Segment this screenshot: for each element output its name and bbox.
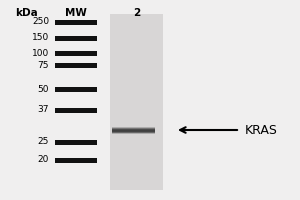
Text: 25: 25 — [38, 138, 49, 146]
Bar — [112, 127, 155, 128]
Text: 20: 20 — [38, 156, 49, 164]
Text: KRAS: KRAS — [245, 123, 278, 136]
Bar — [55, 50, 97, 55]
Bar — [112, 130, 155, 131]
Bar — [55, 158, 97, 162]
Bar — [112, 132, 155, 133]
Bar — [55, 20, 97, 24]
Bar — [112, 130, 155, 131]
Bar — [112, 133, 155, 134]
Bar — [112, 133, 155, 134]
Bar — [112, 127, 155, 128]
Text: kDa: kDa — [16, 8, 38, 18]
Text: 75: 75 — [38, 60, 49, 70]
Bar — [110, 14, 163, 190]
Bar — [112, 132, 155, 133]
Text: 100: 100 — [32, 48, 49, 58]
Bar — [112, 129, 155, 130]
Bar — [55, 62, 97, 68]
Bar — [112, 129, 155, 130]
Text: 150: 150 — [32, 33, 49, 43]
Bar — [112, 131, 155, 132]
Text: 250: 250 — [32, 18, 49, 26]
Bar — [55, 36, 97, 40]
Bar — [112, 131, 155, 132]
Bar — [55, 86, 97, 92]
Bar — [112, 128, 155, 129]
Text: MW: MW — [65, 8, 87, 18]
Bar — [55, 140, 97, 144]
Text: 37: 37 — [38, 106, 49, 114]
Bar — [112, 128, 155, 129]
Text: 2: 2 — [134, 8, 141, 18]
Bar — [112, 131, 155, 132]
Text: 50: 50 — [38, 84, 49, 94]
Bar — [112, 132, 155, 133]
Bar — [55, 108, 97, 112]
